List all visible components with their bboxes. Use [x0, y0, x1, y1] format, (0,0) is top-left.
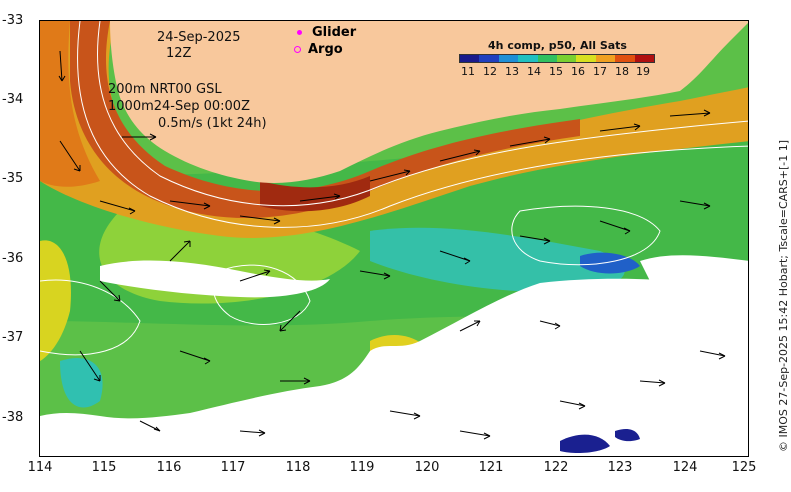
x-tick-label: 123 — [607, 460, 633, 475]
colorbar-swatch — [557, 55, 577, 62]
current-vectors — [58, 50, 726, 440]
sst-cyan-west — [60, 357, 103, 408]
x-tick-label: 115 — [91, 460, 117, 475]
x-tick-label: 116 — [156, 460, 182, 475]
eddy-contour-1 — [212, 264, 311, 325]
no-data-mask — [40, 278, 748, 456]
y-tick-label: -36 — [2, 251, 24, 266]
sst-blue-patch — [580, 252, 640, 274]
x-tick-label: 118 — [285, 460, 311, 475]
sst-blue-specks — [560, 434, 610, 454]
eddy-contour-3 — [40, 279, 141, 356]
argo-marker-icon — [294, 46, 301, 53]
legend-argo-label: Argo — [308, 42, 343, 57]
colorbar-label: 14 — [527, 65, 541, 78]
layer-label-1000m: 1000m24-Sep 00:00Z — [108, 99, 250, 114]
glider-marker-icon — [297, 30, 302, 35]
colorbar-swatch — [537, 55, 558, 62]
colorbar-swatch — [518, 55, 538, 62]
colorbar-swatch — [576, 55, 596, 62]
x-tick-125 — [748, 452, 749, 457]
colorbar — [459, 54, 655, 63]
y-tick-label: -37 — [2, 330, 24, 345]
colorbar-swatch — [634, 55, 655, 62]
sst-cyan-patch — [370, 227, 625, 292]
sst-yellow-patch-west — [40, 240, 71, 361]
eddy-contour-2 — [511, 205, 661, 266]
legend-glider-label: Glider — [312, 25, 357, 40]
x-tick-label: 124 — [672, 460, 698, 475]
colorbar-label: 17 — [593, 65, 607, 78]
colorbar-label: 16 — [571, 65, 585, 78]
isobath-200m — [97, 21, 748, 207]
colorbar-title: 4h comp, p50, All Sats — [488, 39, 627, 52]
x-tick-label: 119 — [349, 460, 375, 475]
colorbar-label: 12 — [483, 65, 497, 78]
colorbar-swatch — [595, 55, 616, 62]
colorbar-label: 18 — [615, 65, 629, 78]
x-tick-label: 114 — [27, 460, 53, 475]
map-date: 24-Sep-2025 — [157, 30, 241, 45]
y-tick-label: -35 — [2, 171, 24, 186]
scale-arrow — [122, 133, 157, 141]
scale-label: 0.5m/s (1kt 24h) — [158, 116, 267, 131]
sst-blue-specks-2 — [615, 428, 640, 442]
colorbar-label: 13 — [505, 65, 519, 78]
layer-label-200m: 200m NRT00 GSL — [108, 82, 222, 97]
x-tick-label: 125 — [731, 460, 757, 475]
sst-west-orange — [40, 21, 100, 187]
colorbar-swatch — [479, 55, 499, 62]
x-tick-label: 117 — [220, 460, 246, 475]
colorbar-swatch — [615, 55, 635, 62]
y-tick-label: -38 — [2, 410, 24, 425]
no-data-mask-east — [640, 255, 748, 321]
y-tick-label: -33 — [2, 13, 24, 28]
colorbar-swatch — [460, 55, 480, 62]
x-tick-label: 120 — [414, 460, 440, 475]
colorbar-swatch — [498, 55, 519, 62]
sst-orange-band — [40, 21, 748, 238]
isobath-1000m — [77, 21, 748, 228]
colorbar-label: 19 — [636, 65, 650, 78]
sst-dark-red-core — [260, 176, 370, 212]
x-tick-label: 122 — [543, 460, 569, 475]
legend-argo: Argo — [294, 42, 343, 57]
x-tick-114 — [39, 452, 40, 457]
colorbar-label: 15 — [549, 65, 563, 78]
credit-text: © IMOS 27-Sep-2025 15:42 Hobart; Tscale=… — [777, 139, 790, 452]
legend-glider: Glider — [297, 25, 356, 40]
colorbar-label: 11 — [461, 65, 475, 78]
map-time: 12Z — [166, 46, 192, 61]
y-tick-label: -34 — [2, 92, 24, 107]
x-tick-label: 121 — [478, 460, 504, 475]
